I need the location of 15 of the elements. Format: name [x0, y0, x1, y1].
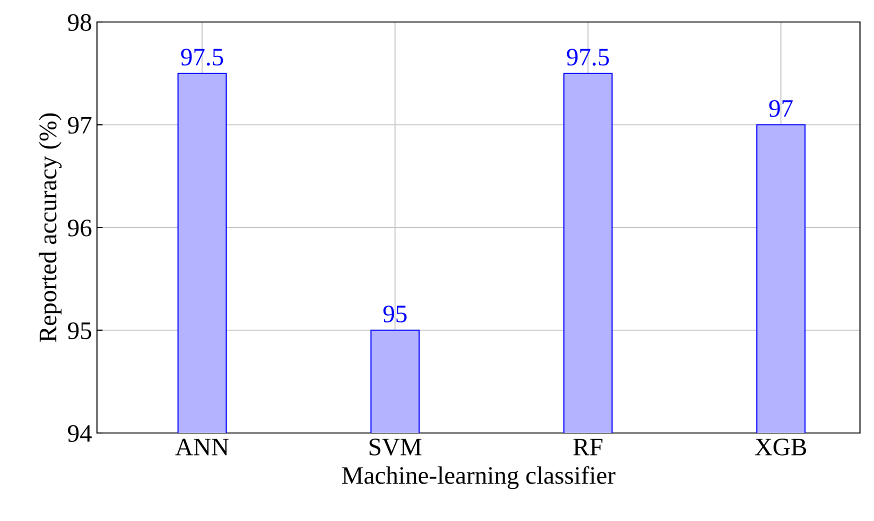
x-tick-label: SVM: [370, 438, 422, 456]
x-tick-label: RF: [573, 438, 602, 456]
y-axis-title: Reported accuracy (%): [38, 113, 62, 342]
x-tick-label: XGB: [755, 438, 806, 456]
y-tick-label: 98: [68, 14, 92, 31]
x-axis-title: Machine-learning classifier: [342, 466, 616, 490]
y-tick-label: 97: [68, 116, 92, 134]
x-tick-label: ANN: [175, 438, 229, 456]
data-label: 97.5: [566, 48, 609, 66]
data-label: 95: [383, 306, 407, 322]
y-tick-label: 96: [68, 220, 92, 236]
y-tick-label: 95: [68, 322, 92, 340]
data-label: 97.5: [181, 48, 224, 66]
data-label: 97: [769, 100, 793, 117]
y-tick-label: 94: [68, 425, 92, 442]
